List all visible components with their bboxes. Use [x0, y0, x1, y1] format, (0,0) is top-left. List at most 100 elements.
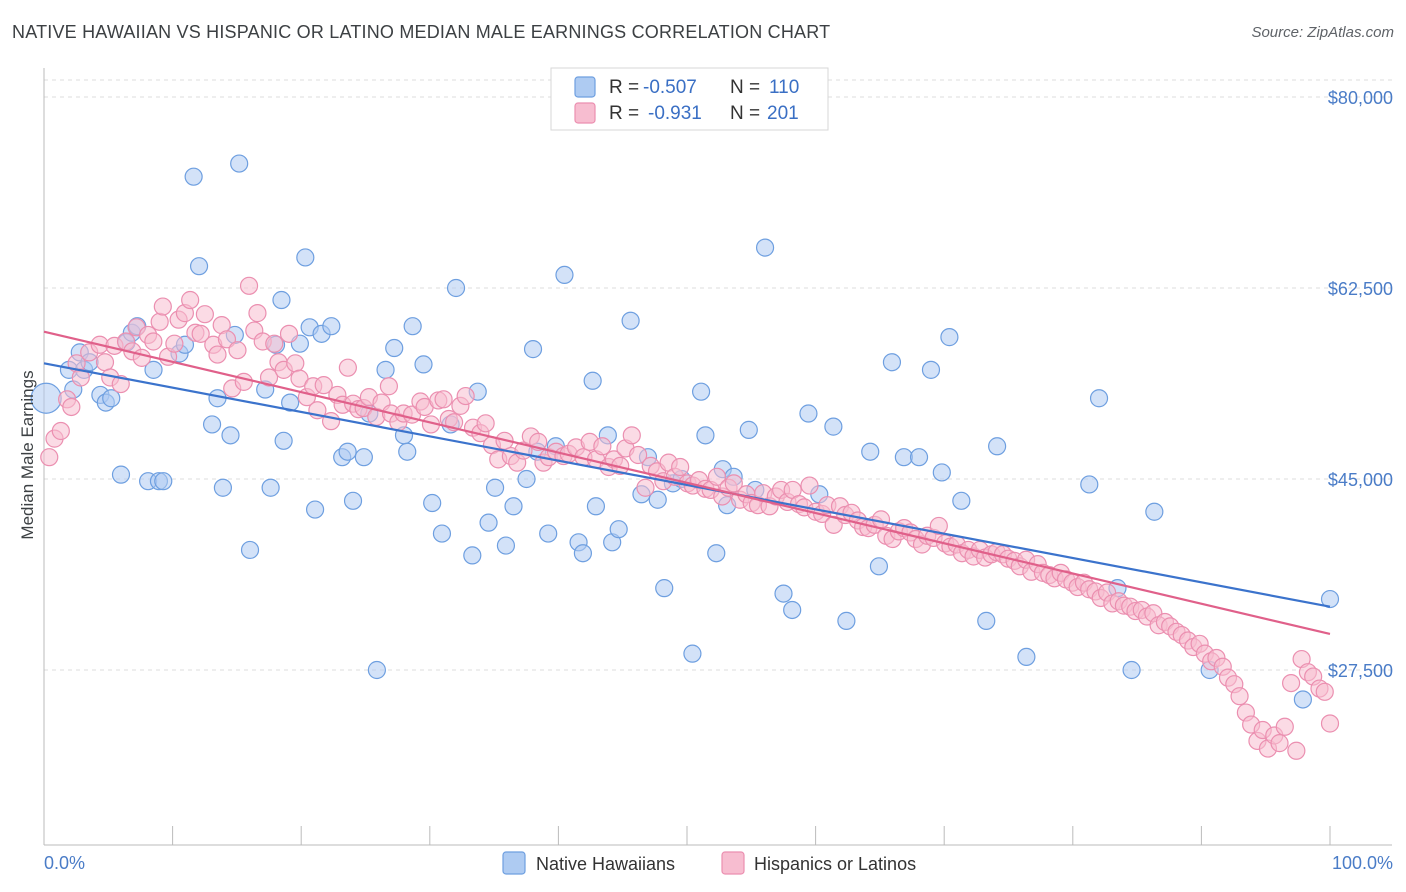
point-native-hawaiian-47: [385, 338, 404, 358]
trend-lines: [43, 330, 1331, 636]
point-native-hawaiian-41: [338, 442, 357, 461]
legend-swatch-pink: [574, 102, 596, 124]
point-native-hawaiian-70: [583, 371, 602, 390]
point-native-hawaiian-83: [691, 382, 711, 401]
legend-n-value-1: 201: [767, 103, 799, 124]
axes: [43, 68, 1392, 846]
point-native-hawaiian-103: [921, 360, 941, 379]
point-native-hawaiian-46: [376, 360, 395, 379]
legend-n-label-0: N =: [730, 77, 760, 98]
point-hispanic-214: [1287, 741, 1306, 760]
point-native-hawaiian-58: [479, 513, 498, 532]
point-hispanic-204: [1230, 687, 1249, 706]
point-hispanic-4: [62, 397, 81, 417]
point-native-hawaiian-62: [517, 469, 536, 489]
point-native-hawaiian-21: [202, 415, 222, 434]
point-native-hawaiian-110: [1080, 475, 1099, 494]
point-hispanic-54: [338, 358, 357, 377]
point-native-hawaiian-23: [213, 478, 233, 497]
series-hispanics-or-latinos: [40, 276, 1340, 760]
point-native-hawaiian-55: [446, 278, 466, 298]
y-axis-title: Median Male Earnings: [18, 370, 37, 539]
legend-r-value-0: -0.507: [643, 77, 697, 98]
point-native-hawaiian-111: [1089, 389, 1109, 408]
point-hispanic-130: [800, 476, 819, 495]
point-hispanic-30: [208, 345, 227, 364]
point-native-hawaiian-8: [102, 389, 121, 408]
legend-r-value-1: -0.931: [648, 103, 702, 124]
point-hispanic-51: [321, 412, 341, 431]
point-hispanic-44: [279, 324, 299, 343]
point-native-hawaiian-75: [621, 311, 640, 330]
point-native-hawaiian-61: [504, 497, 523, 516]
point-hispanic-142: [871, 510, 891, 529]
point-hispanic-28: [195, 305, 214, 324]
point-hispanic-16: [132, 348, 151, 367]
point-hispanic-40: [259, 368, 279, 387]
point-native-hawaiian-117: [1320, 589, 1340, 609]
point-native-hawaiian-113: [1122, 660, 1141, 680]
chart-title: NATIVE HAWAIIAN VS HISPANIC OR LATINO ME…: [12, 22, 831, 42]
x-tick-label-right: 100.0%: [1332, 853, 1393, 873]
point-native-hawaiian-74: [609, 520, 628, 539]
point-native-hawaiian-104: [932, 463, 951, 482]
series-native-hawaiians: [30, 154, 1340, 709]
point-native-hawaiian-43: [354, 448, 373, 467]
point-hispanic-12: [111, 374, 130, 394]
point-hispanic-2: [51, 421, 70, 441]
point-hispanic-0: [40, 448, 59, 467]
point-native-hawaiian-37: [305, 500, 325, 519]
point-native-hawaiian-65: [539, 524, 558, 543]
point-native-hawaiian-84: [696, 426, 715, 445]
x-tick-label-left: 0.0%: [44, 853, 85, 873]
point-hispanic-102: [636, 478, 655, 497]
point-native-hawaiian-97: [837, 611, 856, 630]
point-hispanic-77: [476, 414, 495, 433]
point-native-hawaiian-69: [573, 544, 593, 563]
trend-line-0: [43, 362, 1331, 608]
point-native-hawaiian-98: [861, 442, 880, 461]
point-hispanic-70: [434, 390, 453, 409]
point-native-hawaiian-89: [739, 420, 758, 439]
point-hispanic-61: [379, 377, 398, 396]
point-native-hawaiian-78: [648, 490, 667, 509]
point-native-hawaiian-24: [221, 426, 240, 445]
point-hispanic-38: [248, 304, 267, 323]
point-hispanic-9: [95, 353, 115, 372]
point-hispanic-18: [144, 332, 163, 351]
bottom-legend-label-0: Native Hawaiians: [536, 854, 675, 874]
point-native-hawaiian-85: [707, 544, 726, 563]
point-hispanic-36: [239, 276, 259, 295]
point-hispanic-220: [1320, 714, 1340, 733]
point-hispanic-20: [153, 297, 172, 316]
point-native-hawaiian-91: [755, 238, 775, 257]
y-tick-label-1: $62,500: [1328, 279, 1393, 299]
point-native-hawaiian-53: [432, 524, 452, 543]
point-native-hawaiian-29: [261, 478, 280, 497]
chart-source: Source: ZipAtlas.com: [1251, 24, 1394, 41]
bottom-legend-swatch-pink: [721, 851, 745, 875]
point-native-hawaiian-99: [869, 557, 889, 576]
point-native-hawaiian-63: [523, 340, 543, 359]
bottom-legend-label-1: Hispanics or Latinos: [754, 854, 916, 874]
point-native-hawaiian-50: [403, 317, 422, 336]
legend-n-label-1: N =: [730, 103, 760, 124]
point-native-hawaiian-27: [240, 540, 260, 560]
point-hispanic-41: [265, 334, 284, 353]
point-hispanic-46: [290, 369, 309, 388]
point-native-hawaiian-31: [272, 290, 291, 310]
point-native-hawaiian-102: [909, 448, 929, 467]
legend-r-label-1: R =: [609, 103, 639, 124]
point-native-hawaiian-39: [322, 317, 341, 336]
y-tick-label-3: $27,500: [1328, 661, 1393, 681]
point-hispanic-152: [929, 516, 948, 536]
point-native-hawaiian-51: [414, 355, 433, 374]
point-native-hawaiian-52: [423, 493, 442, 513]
point-hispanic-100: [622, 426, 641, 445]
point-native-hawaiian-93: [783, 600, 802, 620]
point-native-hawaiian-60: [496, 536, 516, 555]
point-native-hawaiian-9: [111, 465, 131, 484]
point-native-hawaiian-105: [940, 328, 959, 347]
point-native-hawaiian-42: [343, 491, 363, 510]
